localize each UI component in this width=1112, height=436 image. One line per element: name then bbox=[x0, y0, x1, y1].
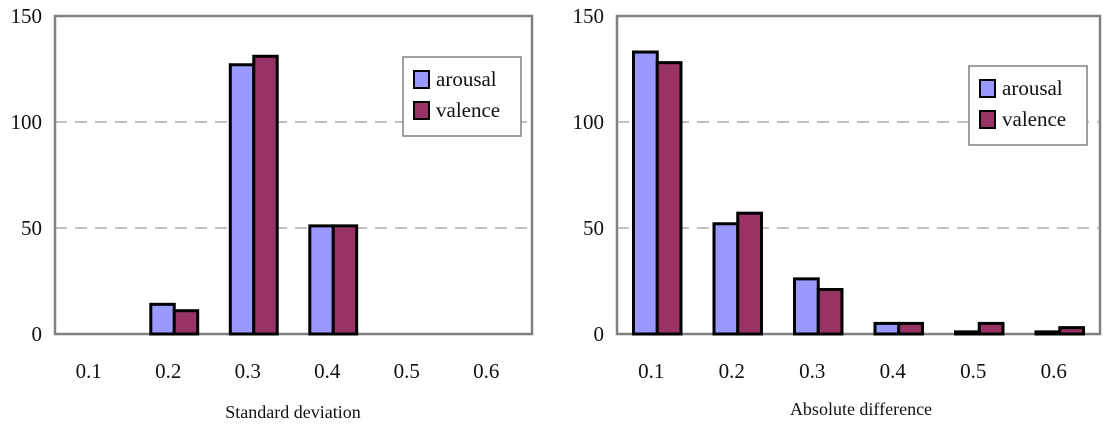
y-tick-label: 100 bbox=[11, 110, 43, 134]
legend-label-arousal: arousal bbox=[1002, 76, 1063, 100]
bar-valence bbox=[1058, 326, 1085, 336]
bar-arousal bbox=[308, 224, 335, 336]
bar-arousal bbox=[149, 302, 176, 336]
legend: arousal valence bbox=[402, 56, 522, 137]
legend-box bbox=[402, 56, 522, 137]
x-tick-label: 0.3 bbox=[235, 359, 261, 383]
legend-swatch-arousal bbox=[979, 79, 996, 98]
bar-arousal bbox=[1034, 330, 1062, 336]
x-tick-label: 0.6 bbox=[1041, 359, 1067, 383]
bar-valence bbox=[172, 309, 200, 336]
legend-label-arousal: arousal bbox=[436, 67, 497, 91]
bar-arousal bbox=[712, 222, 740, 336]
y-tick-label: 100 bbox=[573, 110, 605, 134]
legend: arousal valence bbox=[968, 65, 1088, 146]
x-tick-label: 0.6 bbox=[473, 359, 499, 383]
bar-valence bbox=[816, 287, 844, 336]
legend-label-valence: valence bbox=[436, 98, 500, 122]
x-axis-label: Standard deviation bbox=[225, 402, 360, 422]
chart-right: 0 50 100 150 0.1 0.2 0.3 0.4 0.5 0.6 Absolute diff… bbox=[573, 4, 1102, 419]
x-tick-label: 0.2 bbox=[155, 359, 181, 383]
x-tick-label: 0.2 bbox=[719, 359, 745, 383]
bar-arousal bbox=[228, 63, 256, 336]
x-tick-label: 0.1 bbox=[638, 359, 664, 383]
bar-valence bbox=[897, 321, 924, 336]
x-tick-label: 0.5 bbox=[394, 359, 420, 383]
bar-valence bbox=[655, 61, 683, 336]
bar-arousal bbox=[632, 50, 659, 336]
bar-valence bbox=[977, 321, 1005, 336]
x-tick-label: 0.3 bbox=[799, 359, 825, 383]
legend-label-valence: valence bbox=[1002, 107, 1066, 131]
legend-swatch-valence bbox=[413, 101, 430, 120]
bar-arousal bbox=[873, 321, 901, 336]
plot-frame bbox=[615, 14, 1102, 336]
x-tick-label: 0.4 bbox=[880, 359, 907, 383]
bar-valence bbox=[736, 211, 763, 336]
x-tick-label: 0.5 bbox=[960, 359, 986, 383]
y-tick-label: 0 bbox=[32, 322, 43, 346]
bar-arousal bbox=[954, 330, 981, 336]
plot-frame bbox=[53, 14, 534, 336]
x-tick-label: 0.1 bbox=[76, 359, 102, 383]
chart-left: 0 50 100 150 0.1 0.2 0.3 0.4 0.5 0.6 Standard devi… bbox=[11, 4, 534, 422]
y-tick-label: 50 bbox=[21, 216, 42, 240]
y-tick-label: 150 bbox=[573, 4, 605, 28]
x-axis-label: Absolute difference bbox=[790, 399, 932, 419]
legend-swatch-valence bbox=[979, 110, 996, 129]
x-tick-label: 0.4 bbox=[314, 359, 341, 383]
y-tick-label: 150 bbox=[11, 4, 43, 28]
bar-valence bbox=[252, 54, 279, 336]
y-tick-label: 0 bbox=[594, 322, 605, 346]
y-tick-label: 50 bbox=[583, 216, 604, 240]
legend-swatch-arousal bbox=[413, 70, 430, 89]
bar-arousal bbox=[793, 277, 820, 336]
bar-valence bbox=[331, 224, 359, 336]
